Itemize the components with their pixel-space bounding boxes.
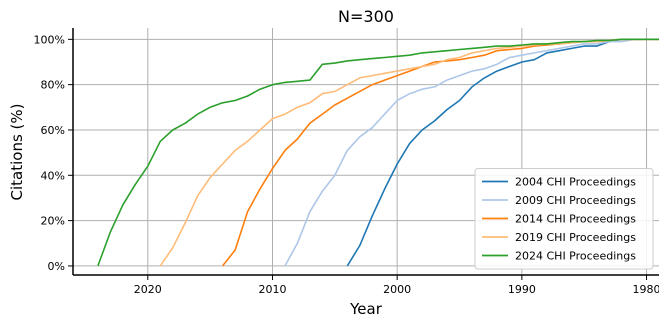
x-axis-label: Year [349, 300, 383, 318]
series-line-2009 [284, 38, 659, 267]
y-ticks: 0% 20% 40% 60% 80% 100% [34, 33, 73, 273]
chart-title: N=300 [338, 7, 394, 26]
x-tick-label: 1990 [508, 283, 536, 296]
y-tick-label: 0% [48, 260, 65, 273]
y-tick-label: 40% [41, 169, 65, 182]
legend-entry: 2019 CHI Proceedings [515, 231, 636, 244]
x-tick-label: 2010 [258, 283, 286, 296]
legend-entry: 2004 CHI Proceedings [515, 176, 636, 189]
legend-entry: 2024 CHI Proceedings [515, 250, 636, 263]
y-axis-label: Citations (%) [8, 104, 26, 201]
legend-box [474, 168, 654, 270]
y-tick-label: 20% [41, 215, 65, 228]
y-tick-label: 80% [41, 79, 65, 92]
y-tick-label: 60% [41, 124, 65, 137]
y-tick-label: 100% [34, 33, 65, 46]
x-tick-label: 1980 [633, 283, 659, 296]
axes [72, 28, 659, 276]
legend-entry: 2014 CHI Proceedings [515, 213, 636, 226]
x-tick-label: 2020 [134, 283, 162, 296]
data-lines [97, 38, 659, 267]
x-tick-label: 2000 [383, 283, 411, 296]
x-ticks: 2020 2010 2000 1990 1980 [134, 275, 659, 296]
grid [73, 28, 659, 275]
legend-entry: 2009 CHI Proceedings [515, 194, 636, 207]
series-line-2024 [97, 38, 659, 267]
legend: 2004 CHI Proceedings 2009 CHI Proceedings… [474, 168, 654, 270]
